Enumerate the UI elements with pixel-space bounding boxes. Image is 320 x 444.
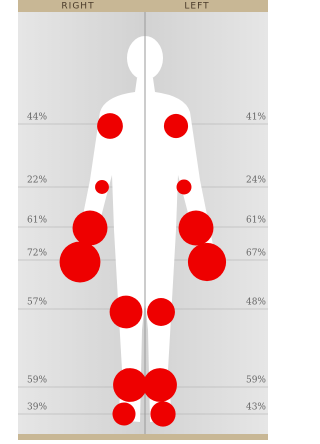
- right-marker: [112, 402, 135, 425]
- right-label: 57%: [27, 298, 47, 308]
- left-marker: [164, 114, 188, 138]
- right-marker: [73, 211, 108, 246]
- right-label: 61%: [27, 216, 47, 226]
- right-label: 22%: [27, 176, 47, 186]
- left-marker: [179, 211, 214, 246]
- body-diagram: RIGHT LEFT 44% 41% 22% 24% 61% 61% 72% 67% 57% 48…: [0, 0, 273, 440]
- right-marker: [60, 242, 101, 283]
- header-bar: [18, 0, 268, 12]
- left-label: 61%: [246, 216, 266, 226]
- footer-bar: [18, 434, 268, 440]
- left-label: 67%: [246, 249, 266, 259]
- left-label: 41%: [246, 113, 266, 123]
- right-marker: [110, 296, 143, 329]
- left-marker: [147, 298, 175, 326]
- right-label: 59%: [27, 376, 47, 386]
- left-label: 59%: [246, 376, 266, 386]
- left-label: 48%: [246, 298, 266, 308]
- right-marker: [95, 180, 109, 194]
- left-label: 43%: [246, 403, 266, 413]
- right-marker: [97, 113, 123, 139]
- right-marker: [113, 368, 147, 402]
- header-left: LEFT: [184, 2, 209, 12]
- left-marker: [177, 180, 192, 195]
- right-label: 44%: [27, 113, 47, 123]
- left-marker: [188, 243, 226, 281]
- left-marker: [143, 368, 177, 402]
- header-right: RIGHT: [61, 2, 94, 12]
- right-label: 72%: [27, 249, 47, 259]
- right-label: 39%: [27, 403, 47, 413]
- left-marker: [150, 401, 175, 426]
- left-label: 24%: [246, 176, 266, 186]
